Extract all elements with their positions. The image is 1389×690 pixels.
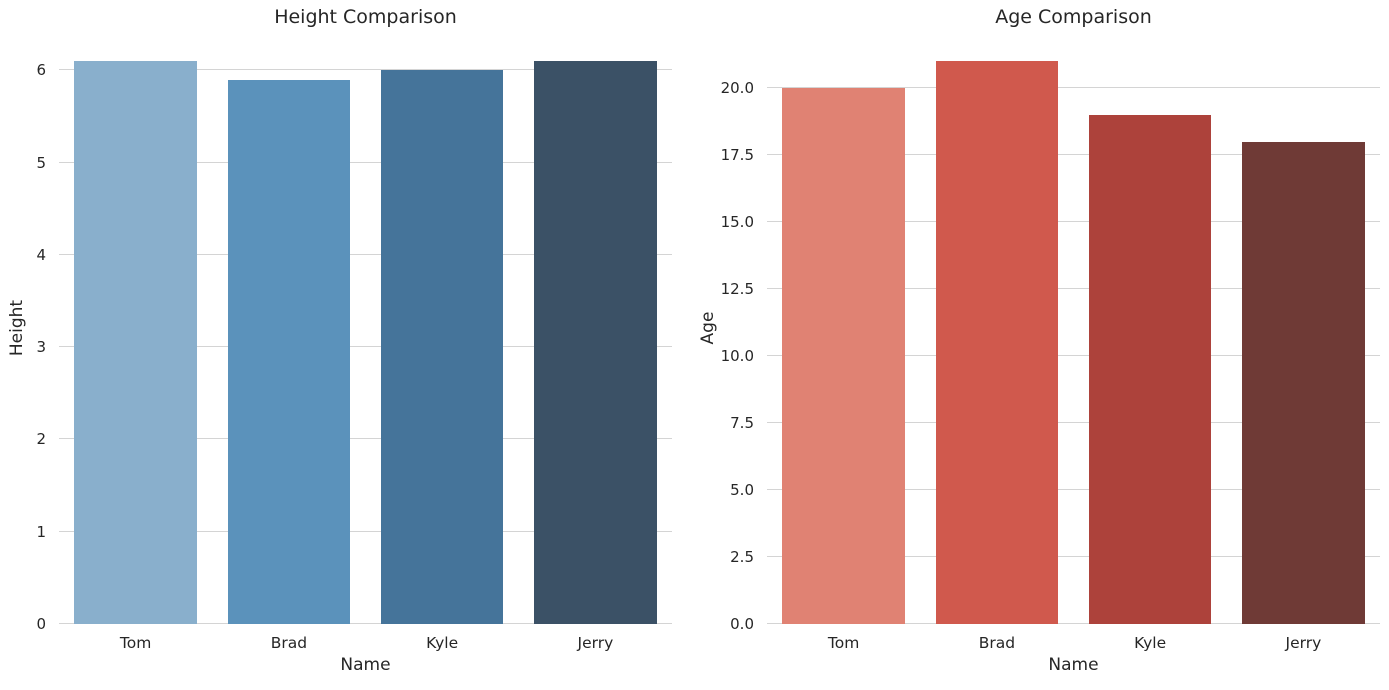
x-tick-label: Tom <box>827 634 860 652</box>
y-tick-label: 2 <box>36 430 46 449</box>
y-tick-label: 12.5 <box>720 279 754 298</box>
x-tick-label: Kyle <box>426 634 459 652</box>
age-y-axis-label: Age <box>698 311 718 345</box>
gridline <box>767 623 1380 624</box>
height-plot-area: 0 1 2 3 4 5 6 Tom Brad Kyle Jerry <box>36 33 672 652</box>
gridline <box>59 346 672 348</box>
gridline <box>767 153 1380 155</box>
bar-brad <box>227 79 351 624</box>
gridline <box>59 623 672 624</box>
bar-jerry <box>534 61 657 624</box>
x-tick-label: Jerry <box>1285 634 1322 652</box>
gridline <box>767 287 1380 289</box>
gridline <box>59 438 672 440</box>
y-tick-label: 15.0 <box>720 212 754 231</box>
x-tick-label: Brad <box>270 634 308 652</box>
bar-brad <box>935 61 1059 624</box>
x-tick-label: Jerry <box>577 634 614 652</box>
age-plot-area: 0.0 2.5 5.0 7.5 10.0 12.5 15.0 17.5 20.0 Tom Brad K… <box>721 33 1380 652</box>
y-tick-label: 5.0 <box>730 481 754 499</box>
gridline <box>767 421 1380 423</box>
y-tick-label: 4 <box>36 245 46 264</box>
gridline <box>767 489 1380 490</box>
age-x-axis-label: Name <box>1048 655 1099 675</box>
height-x-axis-label: Name <box>340 655 391 675</box>
x-tick-label: Tom <box>119 634 152 652</box>
y-tick-label: 20.0 <box>720 78 754 97</box>
x-tick-label: Brad <box>978 634 1016 652</box>
age-chart: Age Comparison Age 0.0 2.5 5.0 7.5 10.0 12.5 1… <box>694 0 1389 690</box>
height-chart: Height Comparison Height 0 1 2 3 4 5 6 Tom Brad K… <box>0 0 694 690</box>
y-tick-label: 6 <box>36 61 46 80</box>
gridline <box>59 69 672 71</box>
bar-kyle <box>1088 114 1212 624</box>
x-tick-label: Kyle <box>1134 634 1167 652</box>
gridline <box>59 253 672 255</box>
gridline <box>59 530 672 532</box>
gridline <box>59 161 672 163</box>
height-y-axis-label: Height <box>7 299 27 357</box>
y-tick-label: 0 <box>36 615 46 633</box>
y-tick-label: 2.5 <box>730 548 754 566</box>
bar-tom <box>74 61 197 624</box>
height-chart-title: Height Comparison <box>274 6 457 28</box>
y-tick-label: 0.0 <box>730 615 754 633</box>
bar-jerry <box>1242 141 1365 624</box>
y-tick-label: 17.5 <box>720 145 754 164</box>
y-tick-label: 5 <box>36 153 46 172</box>
gridline <box>767 556 1380 557</box>
gridline <box>767 354 1380 356</box>
y-tick-label: 7.5 <box>730 413 754 432</box>
y-tick-label: 3 <box>36 338 46 357</box>
bar-kyle <box>380 70 504 624</box>
gridline <box>767 220 1380 222</box>
bar-tom <box>782 87 905 624</box>
y-tick-label: 10.0 <box>720 346 754 365</box>
age-chart-title: Age Comparison <box>995 6 1152 28</box>
gridline <box>767 86 1380 88</box>
y-tick-label: 1 <box>36 522 46 541</box>
